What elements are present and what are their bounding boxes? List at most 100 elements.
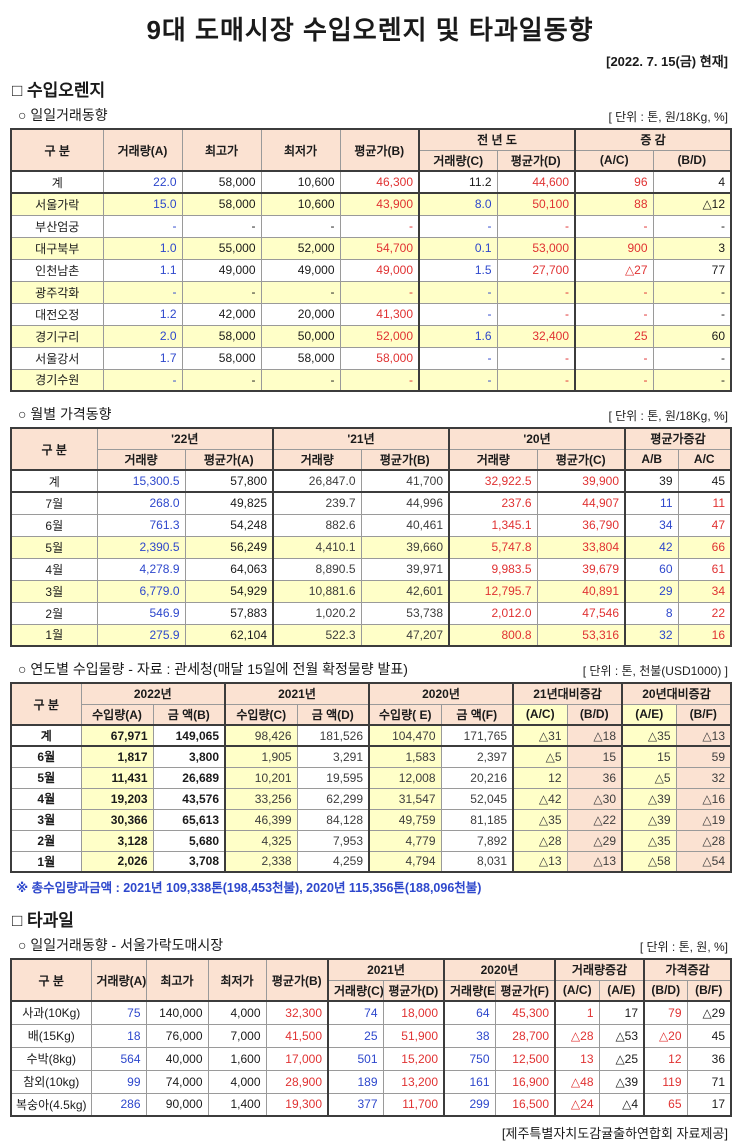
col-header-gubun: 구 분	[10, 427, 98, 471]
col-header-import-c: 수입량(C)	[224, 703, 298, 726]
cell: △22	[566, 808, 623, 831]
cell: △20	[643, 1023, 688, 1048]
col-header-ac: (A/C)	[554, 979, 600, 1002]
table-row: 6월 1,817 3,800 1,905 3,291 1,583 2,397 △5 15 15 59	[10, 745, 732, 768]
row-label: 5월	[10, 535, 98, 559]
section-title-imported-orange: □ 수입오렌지	[12, 81, 106, 100]
monthly-price-table: 구 분 '22년 '21년 '20년 평균가증감 거래량 평균가(A) 거래량 …	[10, 427, 733, 647]
cell: △35	[621, 829, 677, 852]
cell: 79	[643, 1000, 688, 1025]
cell: △18	[566, 724, 623, 747]
cell: -	[652, 368, 732, 392]
daily-trading-table: 구 분 거래량(A) 최고가 최저가 평균가(B) 전 년 도 증 감 거래량(…	[10, 128, 733, 392]
cell: 7,953	[296, 829, 370, 852]
cell: 15	[566, 745, 623, 768]
table-row: 부산엄궁 - - - - - - - -	[10, 214, 732, 238]
cell: -	[102, 368, 183, 392]
col-group-year-22: '22년	[96, 427, 274, 450]
cell: 40,000	[145, 1046, 209, 1071]
table-row: 대구북부 1.0 55,000 52,000 54,700 0.1 53,000 900 3	[10, 236, 732, 260]
cell: 39,900	[536, 469, 626, 493]
cell: 12	[643, 1046, 688, 1071]
cell: 50,100	[496, 192, 576, 216]
cell: 2,338	[224, 850, 298, 873]
cell: 171,765	[440, 724, 514, 747]
table-row: 배(15Kg) 18 76,000 7,000 41,500 25 51,900 38 28,7…	[10, 1023, 732, 1048]
cell: 34	[624, 513, 679, 537]
cell: △58	[621, 850, 677, 873]
cell: △19	[675, 808, 732, 831]
cell: 4	[652, 170, 732, 194]
cell: △29	[566, 829, 623, 852]
cell: 10,881.6	[272, 579, 362, 603]
cell: 7,892	[440, 829, 514, 852]
cell: △5	[512, 745, 568, 768]
cell: △35	[512, 808, 568, 831]
cell: 18	[90, 1023, 147, 1048]
col-header-volume-c: 거래량(C)	[418, 149, 498, 172]
cell: -	[496, 214, 576, 238]
unit-note-daily: [ 단위 : 톤, 원/18Kg, %]	[608, 110, 728, 124]
table-row: 경기수원 - - - - - - - -	[10, 368, 732, 392]
table-row: 2월 546.9 57,883 1,020.2 53,738 2,012.0 47,546 8…	[10, 601, 732, 625]
cell: 49,000	[260, 258, 341, 282]
cell: △39	[621, 787, 677, 810]
col-header-bf: (B/F)	[675, 703, 732, 726]
col-header-volume-a: 거래량(A)	[102, 128, 183, 172]
cell: 22	[677, 601, 732, 625]
col-group-2020: 2020년	[443, 958, 556, 981]
row-label: 계	[10, 170, 104, 194]
cell: 90,000	[145, 1092, 209, 1117]
cell: 8,890.5	[272, 557, 362, 581]
cell: 268.0	[96, 491, 186, 515]
cell: 29	[624, 579, 679, 603]
row-label: 3월	[10, 808, 82, 831]
cell: 67,971	[80, 724, 154, 747]
table-row: 계 15,300.5 57,800 26,847.0 41,700 32,922.5 39,…	[10, 469, 732, 493]
cell: 900	[574, 236, 654, 260]
row-label: 대구북부	[10, 236, 104, 260]
cell: 65,613	[152, 808, 226, 831]
cell: 12,500	[494, 1046, 556, 1071]
cell: 8.0	[418, 192, 498, 216]
cell: △39	[621, 808, 677, 831]
cell: 501	[327, 1046, 384, 1071]
cell: △28	[675, 829, 732, 852]
cell: 53,738	[360, 601, 450, 625]
cell: -	[339, 368, 420, 392]
cell: 140,000	[145, 1000, 209, 1025]
cell: 34	[677, 579, 732, 603]
yearly-import-table-body: 계 67,971 149,065 98,426 181,526 104,470 171,76…	[10, 724, 732, 873]
col-header-volume-a: 거래량(A)	[90, 958, 147, 1002]
cell: 189	[327, 1069, 384, 1094]
col-group-avg-change: 평균가증감	[623, 427, 732, 450]
cell: 15	[621, 745, 677, 768]
cell: 60	[624, 557, 679, 581]
row-label: 서울가락	[10, 192, 104, 216]
table-row: 5월 11,431 26,689 10,201 19,595 12,008 20,216 12…	[10, 766, 732, 789]
row-label: 인천남촌	[10, 258, 104, 282]
cell: 18,000	[382, 1000, 445, 1025]
cell: 33,804	[536, 535, 626, 559]
cell: 1.0	[102, 236, 183, 260]
cell: 62,299	[296, 787, 370, 810]
cell: 41,300	[339, 302, 420, 326]
cell: 3,708	[152, 850, 226, 873]
cell: -	[574, 214, 654, 238]
cell: 41,700	[360, 469, 450, 493]
cell: 1.2	[102, 302, 183, 326]
cell: 42,000	[181, 302, 262, 326]
table-row: 3월 6,779.0 54,929 10,881.6 42,601 12,795.7 40,…	[10, 579, 732, 603]
cell: 3,800	[152, 745, 226, 768]
col-header-gubun: 구 분	[10, 128, 104, 172]
cell: -	[260, 368, 341, 392]
cell: 62,104	[184, 623, 274, 647]
table-row: 서울강서 1.7 58,000 58,000 58,000- - - -	[10, 346, 732, 370]
col-header-ae: (A/E)	[621, 703, 677, 726]
cell: △28	[512, 829, 568, 852]
cell: 25	[327, 1023, 384, 1048]
col-group-price-change: 가격증감	[643, 958, 732, 981]
cell: 52,045	[440, 787, 514, 810]
cell: 33,256	[224, 787, 298, 810]
cell: -	[496, 280, 576, 304]
